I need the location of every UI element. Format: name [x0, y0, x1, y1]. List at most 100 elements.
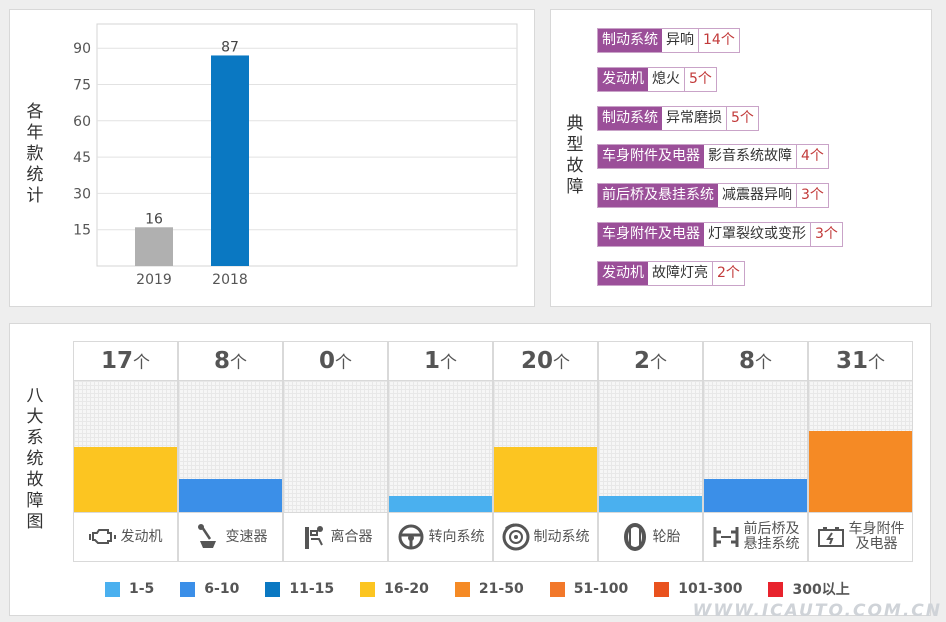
system-label-cell: 转向系统	[389, 512, 492, 561]
battery-icon	[817, 527, 844, 547]
fault-description: 异常磨损	[662, 106, 727, 130]
system-bar	[809, 430, 912, 512]
x-tick-label: 2018	[212, 272, 248, 288]
legend-swatch	[265, 581, 281, 597]
systems-title-char: 系	[26, 428, 44, 448]
system-label: 变速器	[225, 528, 268, 545]
watermark: WWW.ICAUTO.COM.CN	[692, 601, 942, 621]
system-label-cell: 轮胎	[599, 512, 702, 561]
system-column: 17个发动机	[73, 341, 178, 562]
system-label-cell: 发动机	[74, 512, 177, 561]
systems-title-char: 图	[26, 512, 44, 532]
fault-system: 制动系统	[598, 29, 662, 52]
fault-description: 灯罩裂纹或变形	[704, 223, 811, 246]
brake-disc-icon	[502, 523, 529, 551]
system-bar	[704, 479, 807, 512]
yearly-title-char: 计	[26, 186, 44, 206]
y-tick-label: 90	[73, 41, 91, 57]
system-count-value: 20	[520, 348, 553, 374]
system-bar-area	[179, 381, 282, 512]
fault-system: 车身附件及电器	[598, 145, 704, 169]
system-label: 制动系统	[533, 528, 590, 545]
legend-swatch	[180, 581, 196, 597]
y-tick-label: 60	[73, 114, 91, 130]
fault-item: 前后桥及悬挂系统 减震器异响 3个	[597, 183, 829, 209]
yearly-stats-title: 各年款统计	[24, 102, 46, 207]
system-count-value: 8	[213, 348, 230, 374]
legend-swatch	[654, 581, 670, 597]
y-tick-label: 30	[73, 186, 91, 202]
yearly-title-char: 统	[26, 165, 44, 185]
fault-item: 制动系统 异常磨损 5个	[597, 105, 759, 131]
system-count-unit: 个	[755, 353, 772, 373]
fault-item: 制动系统 异响 14个	[597, 28, 740, 53]
system-label: 离合器	[330, 528, 373, 545]
typical-faults-panel: 典型故障 制动系统 异响 14个 发动机 熄火 5个 制动系统 异常磨损 5个 车身附件及电器 影音…	[550, 9, 932, 307]
fault-item: 车身附件及电器 影音系统故障 4个	[597, 144, 829, 170]
fault-description: 减震器异响	[718, 184, 797, 208]
clutch-icon	[304, 526, 323, 549]
fault-description: 异响	[662, 29, 699, 52]
system-count: 8个	[179, 342, 282, 381]
legend-label: 6-10	[204, 581, 240, 597]
legend-label: 1-5	[129, 581, 155, 597]
fault-item: 车身附件及电器 灯罩裂纹或变形 3个	[597, 222, 843, 247]
legend-label: 11-15	[289, 581, 335, 597]
legend-label: 16-20	[384, 581, 429, 597]
system-count: 1个	[389, 342, 492, 381]
fault-system: 发动机	[598, 261, 648, 285]
system-count: 8个	[704, 342, 807, 381]
fault-system: 发动机	[598, 67, 648, 91]
system-label: 转向系统	[428, 528, 485, 545]
system-count-unit: 个	[650, 353, 667, 373]
legend-label: 101-300	[678, 581, 743, 597]
system-bar-area	[599, 381, 702, 512]
system-count: 17个	[74, 342, 177, 381]
system-count-unit: 个	[230, 353, 247, 373]
fault-count: 4个	[801, 148, 824, 165]
y-tick-label: 15	[73, 223, 91, 239]
faults-title-char: 故	[566, 156, 584, 176]
fault-count: 5个	[689, 70, 712, 87]
legend-item: 11-15	[265, 579, 334, 599]
yearly-bar-chart: 15 30 45 60 75 90 16 2019 87 2018	[73, 23, 518, 288]
x-tick-label: 2019	[136, 272, 172, 288]
faults-title-char: 障	[566, 177, 584, 197]
system-count: 2个	[599, 342, 702, 381]
fault-count: 2个	[717, 264, 740, 281]
y-tick-label: 75	[73, 78, 91, 94]
bar-value-label: 16	[145, 211, 163, 227]
systems-title-char: 障	[26, 491, 44, 511]
system-count-value: 8	[738, 348, 755, 374]
system-bar-area	[284, 381, 387, 512]
system-bar-area	[389, 381, 492, 512]
y-tick-label: 45	[73, 150, 91, 166]
systems-fault-title: 八大系统故障图	[24, 386, 46, 533]
legend-item: 21-50	[454, 579, 524, 599]
fault-count: 5个	[731, 109, 754, 126]
gear-shift-icon	[197, 524, 216, 548]
system-label-cell: 变速器	[179, 512, 282, 561]
bar-2019	[135, 227, 173, 266]
system-count: 20个	[494, 342, 597, 381]
system-label-cell: 前后桥及 悬挂系统	[704, 512, 807, 561]
system-label-cell: 离合器	[284, 512, 387, 561]
fault-count: 14个	[703, 32, 735, 48]
system-count-unit: 个	[335, 353, 352, 373]
legend-item: 300以上	[768, 579, 850, 599]
system-bar	[389, 496, 492, 512]
system-count-value: 2	[633, 348, 650, 374]
legend-swatch	[454, 581, 470, 597]
fault-system: 前后桥及悬挂系统	[598, 184, 718, 208]
systems-title-char: 八	[26, 386, 44, 406]
fault-item: 发动机 熄火 5个	[597, 66, 717, 92]
bar-value-label: 87	[221, 39, 239, 55]
system-column: 20个制动系统	[493, 341, 598, 562]
system-count: 0个	[284, 342, 387, 381]
system-count: 31个	[809, 342, 912, 381]
system-count-value: 0	[318, 348, 335, 374]
system-bar-area	[809, 381, 912, 512]
tire-icon	[623, 523, 646, 551]
system-bar-area	[494, 381, 597, 512]
bar-2018	[211, 55, 249, 267]
